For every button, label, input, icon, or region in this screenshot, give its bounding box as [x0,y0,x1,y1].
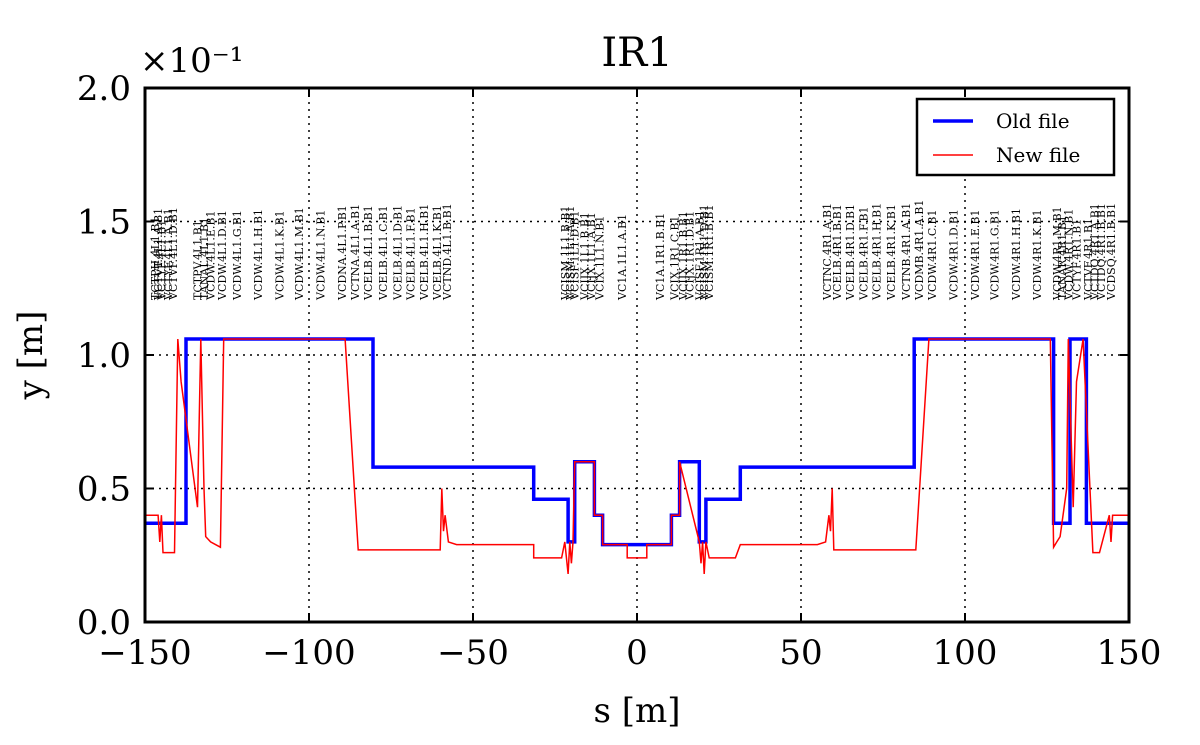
legend: Old file New file [915,97,1116,177]
element-label: VCISM.1R1.B.B1 [703,205,716,301]
element-label: VCIX.1L1.N.B1 [593,216,606,301]
legend-label-old-file: Old file [996,109,1070,133]
element-label: VCDW.4R1.H.B1 [1010,208,1023,301]
element-label: VCTVF.4R1.B1 [1082,218,1095,301]
element-label: VCISM.1L1.B.B1 [559,206,572,301]
element-label: VCELB.4L1.F.B1 [405,207,418,301]
x-tick-label: −100 [262,633,355,673]
element-label: VCDW.4L1.H.B1 [252,209,265,301]
x-tick-label: 50 [779,633,822,673]
element-label: VC1A.1R1.B.B1 [654,213,667,301]
element-label: VCDW.4L1.K.B1 [273,210,286,301]
legend-label-new-file: New file [996,143,1080,167]
element-label: VCIJX.1R1.B.B1 [677,211,690,301]
element-label: TCTPV.4L1.B1 [191,220,204,300]
element-label: VCIJX.1L1.B.B1 [579,212,592,301]
element-label: VCTYF.4L1.B1 [155,220,168,301]
series-new-file [145,338,1129,574]
element-label: VCDW.4L1.M.B1 [293,207,306,301]
x-tick-label: −50 [437,633,509,673]
element-label: VCTVF.4L1.D.B1 [167,207,180,301]
x-tick-label: 150 [1097,633,1162,673]
legend-box [915,97,1116,177]
element-label: VCISF.1R1.A.B1 [693,210,706,301]
element-label: VCTNB.4R1.A.B1 [900,203,913,301]
element-label: VCDNA.4L1.P.B1 [336,205,349,301]
element-label: VCTYF.4R1.B1 [1071,219,1084,301]
element-label: VCELB.4L1.K.B1 [431,205,444,301]
element-label: VCISM.1R1.D.B1 [698,204,711,301]
element-label: VCELB.4R1.D.B1 [844,204,857,301]
y-axis-title: y [m] [11,311,51,401]
element-label: VCELB.4L1.B.B1 [362,205,375,301]
element-label: VCDW.4R1.N.B1 [1062,209,1075,301]
element-labels: TCTPH.4L1.B1VCTVT.4L1.A.B1VCTYF.4L1.B1VC… [149,200,1118,301]
element-label: VCIJX.1L1.A.B1 [585,212,598,301]
x-tick-label: 100 [933,633,998,673]
y-tick-label: 0.0 [77,603,131,643]
y-tick-label: 1.5 [77,203,131,243]
x-tick-label: −150 [98,633,191,673]
element-label: VCTVT.4L1.A.B1 [152,208,165,301]
element-label: VCTDQ.4R1.A.B1 [1089,203,1102,301]
element-label: VCTYF.4L1.A.B1 [162,208,175,301]
element-label: VCTNC.4R1.A.B1 [821,203,834,301]
element-label: VCDSQ.4R1.B.B1 [1105,203,1118,301]
element-label: VCISF.1L1.D.B1 [569,211,582,301]
y-scale-label: ×10⁻¹ [140,41,243,81]
element-label: VCELB.4R1.H.B1 [870,203,883,301]
y-tick-label: 2.0 [77,69,131,109]
y-tick-label: 1.0 [77,336,131,376]
element-label: TANAL.4L1.B1 [198,217,211,300]
element-label: VCDW.4L1.D.B1 [216,210,229,301]
element-label: VCDW.4L1.G.B1 [231,210,244,301]
element-label: VCDW.4R1.G.B1 [989,209,1002,301]
series-layer [145,337,1129,574]
y-tick-label: 0.5 [77,470,131,510]
element-label: VCDW.4R1.C.B1 [926,210,939,301]
element-label: VC1A.1L1.A.B1 [616,214,629,301]
element-label: VCELB.4L1.D.B1 [392,205,405,301]
grid [145,88,1129,622]
element-label: VCDW.4L1.E.B1 [205,211,218,301]
element-label: TCTPH.4L1.B1 [149,217,162,300]
element-label: VCIJX.1R1.D.B1 [683,211,696,301]
chart-title: IR1 [601,30,672,76]
element-label: VCDW.4R1.E.B1 [969,210,982,301]
x-axis-title: s [m] [593,691,680,731]
element-label: VCDW.4R1.D.B1 [948,209,961,301]
element-label: VCELB.4R1.K.B1 [885,204,898,301]
element-label: VCELB.4L1.H.B1 [418,204,431,301]
element-label: VCTNA.4L1.A.B1 [349,204,362,301]
element-label: VCTDQ.4R1.B.B1 [1095,203,1108,301]
element-label: VCELB.4R1.B.B1 [831,204,844,301]
x-tick-label: 0 [626,633,648,673]
element-label: VCDW.4R1.M.B1 [1051,206,1064,301]
element-label: VCTND.4L1.B.B1 [441,203,454,301]
element-label: VCDMB.4R1.A.B1 [913,200,926,301]
ticks: −150 −100 −50 0 50 100 150 0.0 0.5 1.0 1.5 2.0 [77,69,1162,673]
element-label: VCDW.4R1.K.B1 [1031,209,1044,301]
element-label: VCDW.4L1.N.B1 [314,210,327,301]
element-label: VCELB.4L1.C.B1 [377,205,390,301]
element-label: VCELB.4R1.F.B1 [857,206,870,301]
element-label: TANAR.4R1.B1 [1056,215,1069,300]
element-label: VCIX.1R1.C.B1 [669,216,682,301]
element-label: VCISM.1L1.A.B1 [564,206,577,301]
